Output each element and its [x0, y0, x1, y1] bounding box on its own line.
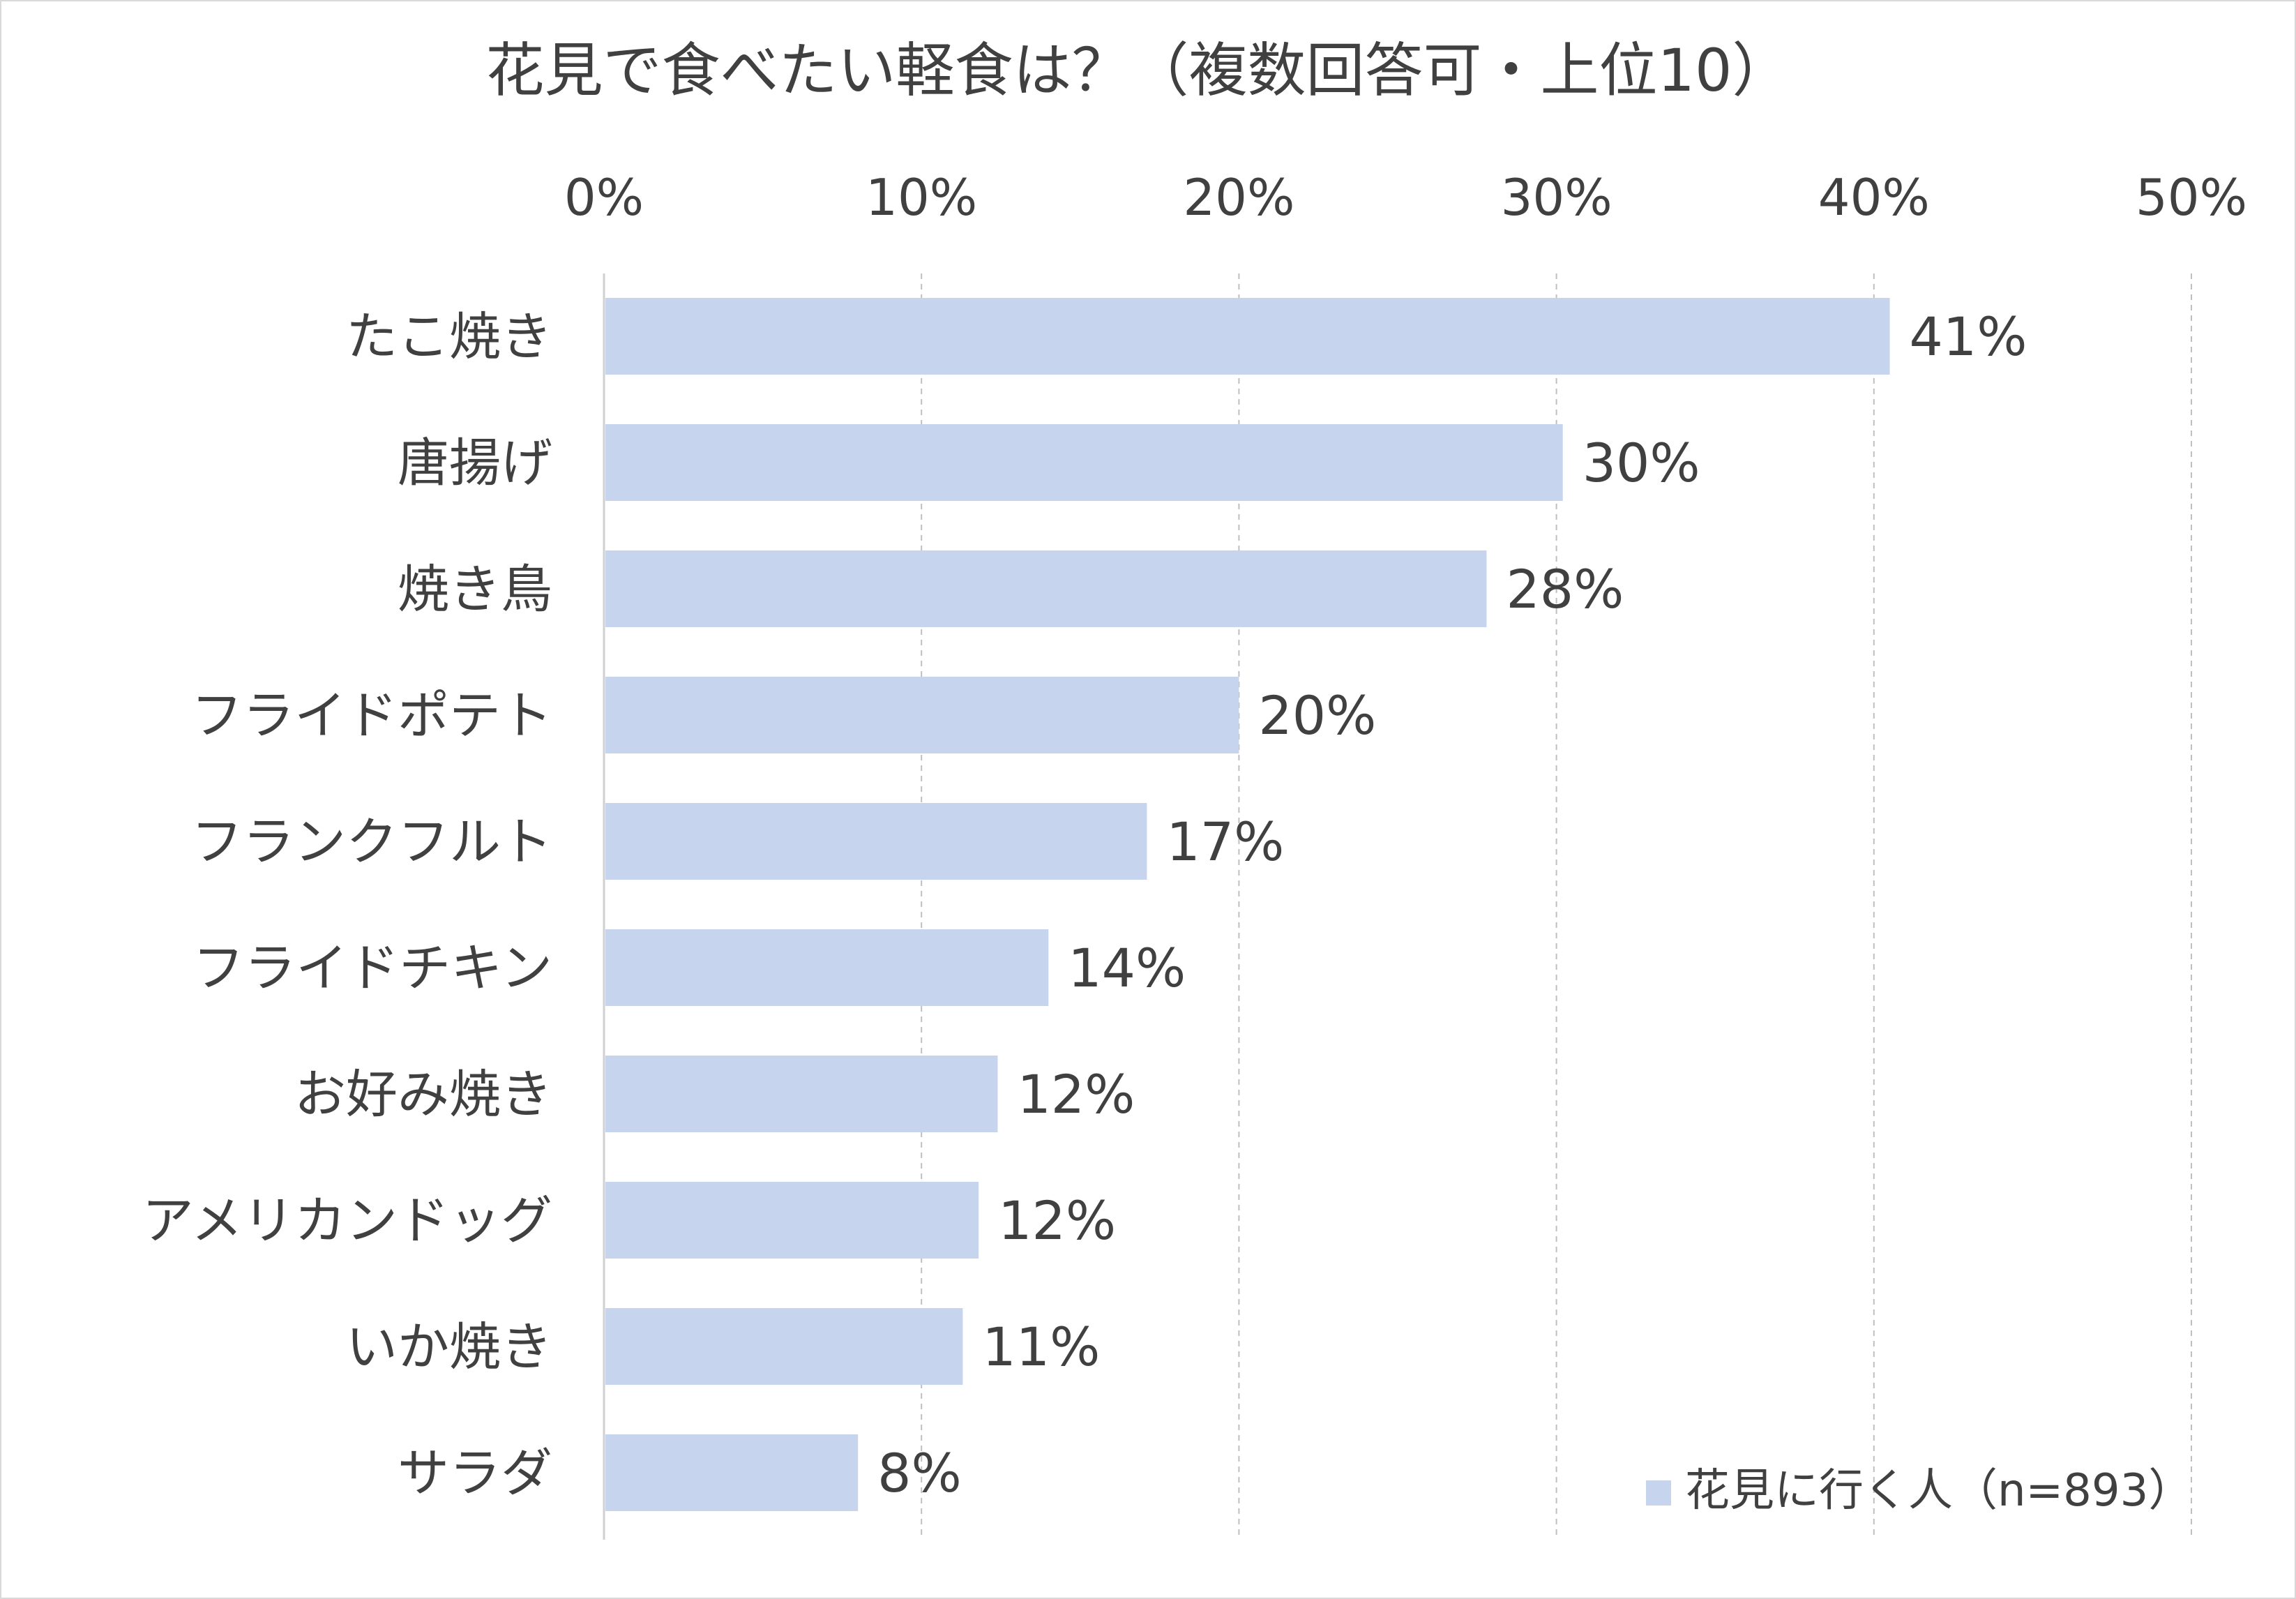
- category-label: サラダ: [398, 1443, 552, 1503]
- bar: [605, 1182, 979, 1259]
- data-label: 41%: [1910, 306, 2027, 368]
- data-label: 11%: [982, 1316, 1100, 1378]
- x-axis: 0% 10% 20% 30% 40% 50%: [564, 168, 2247, 1540]
- data-label: 28%: [1506, 558, 1624, 620]
- bar: [605, 298, 1890, 375]
- bar: [605, 677, 1239, 753]
- category-label: フランクフルト: [191, 812, 552, 872]
- data-labels: 41% 30% 28% 20% 17% 14% 12% 12% 11% 8%: [877, 306, 2027, 1504]
- category-labels: たこ焼き唐揚げ焼き鳥フライドポテトフランクフルトフライドチキンお好み焼きアメリカ…: [142, 307, 552, 1503]
- legend: 花見に行く人（n=893）: [1646, 1465, 2193, 1517]
- bar: [605, 929, 1049, 1006]
- bar: [605, 1308, 963, 1385]
- category-label: 唐揚げ: [398, 433, 552, 493]
- bar: [605, 1434, 859, 1511]
- chart-title: 花見で食べたい軽食は？（複数回答可・上位10）: [486, 36, 1791, 105]
- category-label: お好み焼き: [294, 1065, 552, 1125]
- bar: [605, 803, 1147, 880]
- data-label: 17%: [1166, 811, 1284, 873]
- category-label: フライドポテト: [191, 686, 552, 746]
- bar: [605, 1056, 998, 1132]
- x-tick-label: 0%: [564, 168, 644, 227]
- bar: [605, 550, 1487, 627]
- category-label: いか焼き: [346, 1317, 552, 1377]
- category-label: たこ焼き: [346, 307, 552, 367]
- category-label: フライドチキン: [192, 938, 552, 998]
- legend-swatch: [1646, 1480, 1671, 1506]
- data-label: 8%: [877, 1442, 962, 1504]
- x-tick-label: 20%: [1183, 168, 1294, 227]
- bars: [605, 298, 1890, 1511]
- category-label: アメリカンドッグ: [142, 1191, 552, 1251]
- data-label: 30%: [1583, 432, 1700, 494]
- x-tick-label: 10%: [866, 168, 977, 227]
- x-tick-label: 50%: [2136, 168, 2247, 227]
- legend-label: 花見に行く人（n=893）: [1685, 1465, 2193, 1517]
- bar: [605, 424, 1563, 501]
- data-label: 14%: [1068, 937, 1186, 999]
- data-label: 20%: [1258, 684, 1376, 746]
- x-tick-label: 30%: [1501, 168, 1613, 227]
- data-label: 12%: [998, 1189, 1116, 1252]
- category-label: 焼き鳥: [398, 560, 552, 620]
- data-label: 12%: [1017, 1063, 1135, 1125]
- x-tick-label: 40%: [1818, 168, 1930, 227]
